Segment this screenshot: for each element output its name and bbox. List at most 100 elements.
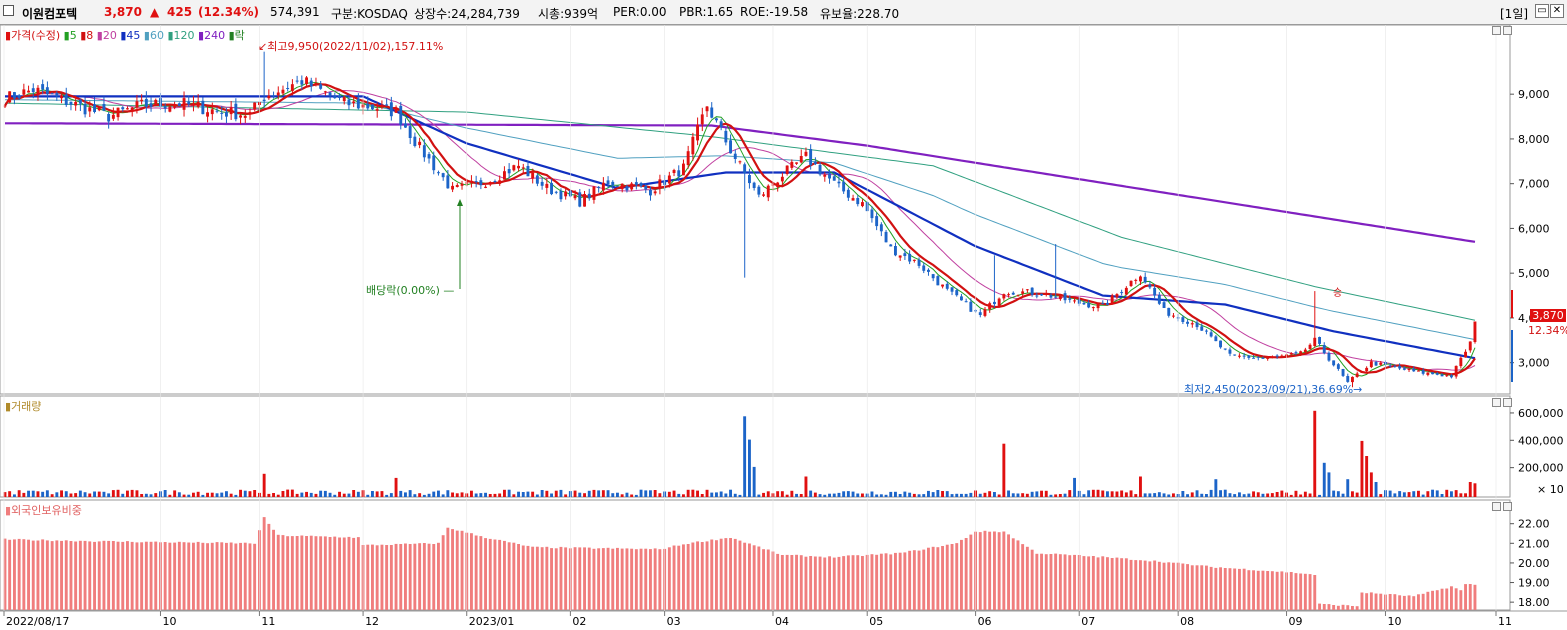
candle-body	[1143, 276, 1147, 283]
candle-body	[1450, 375, 1453, 378]
foreign-ratio-bar	[993, 531, 996, 610]
foreign-ratio-bar	[889, 554, 893, 610]
candle-body	[1205, 330, 1208, 332]
candle-body	[107, 114, 111, 122]
candle-body	[31, 88, 35, 93]
foreign-ratio-bar	[715, 540, 718, 610]
volume-bar	[338, 491, 341, 497]
volume-bar	[512, 494, 516, 497]
volume-bar	[936, 490, 940, 497]
price-panel-close-button[interactable]	[1503, 26, 1512, 35]
price-panel-minimize-button[interactable]	[1492, 26, 1501, 35]
foreign-ratio-bar	[1270, 571, 1274, 610]
legend-ma45: 45	[126, 29, 141, 42]
candle-body	[1007, 294, 1010, 296]
candle-body	[752, 182, 756, 188]
volume-bar	[418, 493, 422, 497]
ma240-line	[5, 122, 1476, 243]
foreign-ratio-bar	[1054, 553, 1058, 610]
volume-bar	[922, 494, 926, 497]
volume-bar	[493, 493, 497, 497]
volume-bar	[531, 491, 535, 497]
candle-body	[644, 185, 648, 190]
restore-window-button[interactable]: ▭	[1535, 4, 1549, 18]
volume-panel-minimize-button[interactable]	[1492, 398, 1501, 407]
foreign-ratio-bar	[908, 550, 912, 610]
volume-panel-close-button[interactable]	[1503, 398, 1512, 407]
candle-body	[17, 95, 21, 99]
candle-body	[408, 126, 412, 138]
candle-body	[1214, 336, 1218, 342]
foreign-ratio-bar	[437, 542, 440, 610]
candle-body	[1431, 372, 1434, 375]
candle-body	[898, 255, 902, 258]
candle-body	[470, 180, 473, 182]
candle-body	[484, 186, 487, 188]
volume-bar	[724, 493, 728, 497]
volume-bar	[691, 489, 695, 497]
per-value: PER:0.00	[613, 5, 667, 19]
candle-body	[290, 84, 294, 91]
volume-bar	[1445, 489, 1449, 497]
volume-bar	[140, 494, 144, 497]
volume-bar	[479, 493, 483, 497]
candle-body	[215, 110, 219, 112]
volume-bar	[1087, 490, 1091, 497]
foreign-panel-minimize-button[interactable]	[1492, 502, 1501, 511]
foreign-ratio-bar	[550, 548, 553, 610]
volume-bar	[394, 477, 398, 497]
candle-body	[404, 123, 407, 128]
candle-body	[512, 165, 516, 171]
foreign-ratio-bar	[347, 536, 351, 610]
volume-bar	[333, 494, 337, 497]
foreign-ratio-bar	[1464, 584, 1467, 610]
candle-body	[639, 183, 643, 187]
volume-bar	[1096, 489, 1100, 497]
volume-bar	[371, 491, 374, 497]
x-tick-label: 03	[667, 615, 681, 628]
volume-bar	[1252, 491, 1255, 497]
foreign-ratio-bar	[1431, 590, 1434, 610]
candle-body	[455, 185, 459, 187]
volume-bar	[323, 490, 327, 497]
x-tick-label: 02	[572, 615, 586, 628]
foreign-panel-close-button[interactable]	[1503, 502, 1512, 511]
low-annotation: 최저2,450(2023/09/21),36.69%→	[1184, 383, 1363, 396]
foreign-ratio-bar	[432, 544, 436, 610]
volume-bar	[1322, 462, 1326, 497]
foreign-ratio-bar	[564, 547, 568, 610]
candle-body	[1299, 351, 1303, 354]
volume-bar	[1209, 489, 1213, 497]
candle-body	[83, 103, 87, 115]
volume-bar	[748, 439, 751, 497]
period-selector[interactable]: [1일]	[1500, 7, 1529, 21]
foreign-ratio-bar	[521, 545, 525, 610]
candle-body	[45, 87, 49, 95]
foreign-ratio-bar	[1063, 554, 1067, 610]
foreign-ratio-bar	[950, 544, 954, 610]
foreign-ratio-bar	[653, 548, 657, 610]
x-tick-label: 11	[1498, 615, 1512, 628]
candle-body	[790, 161, 794, 168]
candle-body	[210, 109, 214, 115]
close-icon[interactable]: ✕	[1550, 4, 1564, 18]
volume-bar	[215, 493, 219, 497]
foreign-ratio-bar	[93, 541, 96, 610]
volume-bar	[1294, 490, 1298, 497]
volume-bar	[1115, 491, 1119, 497]
candle-body	[729, 140, 732, 154]
candle-body	[521, 167, 525, 169]
candle-body	[705, 106, 709, 112]
volume-bar	[1134, 494, 1138, 497]
volume-bar	[832, 493, 836, 497]
foreign-ratio-bar	[267, 523, 271, 610]
candle-body	[818, 164, 822, 175]
foreign-ratio-bar	[394, 543, 398, 610]
foreign-ratio-bar	[418, 543, 422, 610]
select-checkbox[interactable]	[3, 5, 14, 16]
candle-body	[922, 265, 926, 271]
foreign-ratio-bar	[389, 545, 393, 610]
foreign-ratio-bar	[3, 538, 7, 610]
volume-bar	[451, 492, 454, 497]
stock-name[interactable]: 이원컴포텍	[22, 7, 78, 21]
